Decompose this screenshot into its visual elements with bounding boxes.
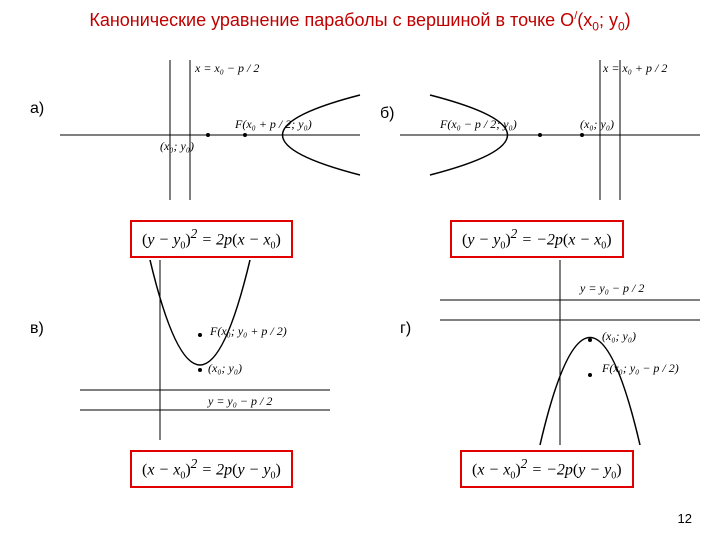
panel-b: б) x = x₀ + p / 2 (x₀; y₀) F(x₀ − p / 2;… (380, 50, 720, 250)
panel-b-vertex: (x₀; y₀) (580, 117, 614, 131)
panel-g-formula: (x − x0)2 = −2p(y − y0) (460, 450, 634, 488)
panel-g-focus: F(x₀; y₀ − p / 2) (601, 361, 679, 375)
page-title: Канонические уравнение параболы с вершин… (0, 10, 720, 34)
panel-v-vertex: (x₀; y₀) (208, 361, 242, 375)
panel-b-focus: F(x₀ − p / 2; y₀) (439, 117, 517, 131)
panel-g-diagram: y = y₀ − p / 2 (x₀; y₀) F(x₀; y₀ − p / 2… (380, 260, 720, 450)
panel-g-vertex: (x₀; y₀) (602, 329, 636, 343)
panel-a-focus: F(x₀ + p / 2; y₀) (234, 117, 312, 131)
panel-b-directrix: x = x₀ + p / 2 (602, 61, 667, 75)
panel-g: г) y = y₀ − p / 2 (x₀; y₀) F(x₀; y₀ − p … (380, 260, 720, 460)
panel-a: а) x = x₀ − p / 2 (x₀; y₀) F(x₀ + p / 2;… (30, 50, 370, 250)
panel-a-diagram: x = x₀ − p / 2 (x₀; y₀) F(x₀ + p / 2; y₀… (30, 50, 370, 220)
panel-a-formula: (y − y0)2 = 2p(x − x0) (130, 220, 293, 258)
page-number: 12 (678, 511, 692, 526)
panel-b-diagram: x = x₀ + p / 2 (x₀; y₀) F(x₀ − p / 2; y₀… (380, 50, 720, 220)
panel-v-directrix: y = y₀ − p / 2 (207, 394, 272, 408)
panel-v-diagram: F(x₀; y₀ + p / 2) (x₀; y₀) y = y₀ − p / … (30, 260, 370, 450)
panel-v-formula: (x − x0)2 = 2p(y − y0) (130, 450, 293, 488)
panel-v-focus: F(x₀; y₀ + p / 2) (209, 324, 287, 338)
panel-g-directrix: y = y₀ − p / 2 (579, 281, 644, 295)
panel-a-vertex: (x₀; y₀) (160, 139, 194, 153)
panel-b-formula: (y − y0)2 = −2p(x − x0) (450, 220, 624, 258)
panel-a-directrix: x = x₀ − p / 2 (194, 61, 259, 75)
panel-v: в) F(x₀; y₀ + p / 2) (x₀; y₀) y = y₀ − p… (30, 260, 370, 460)
title-text: Канонические уравнение параболы с вершин… (89, 10, 574, 30)
